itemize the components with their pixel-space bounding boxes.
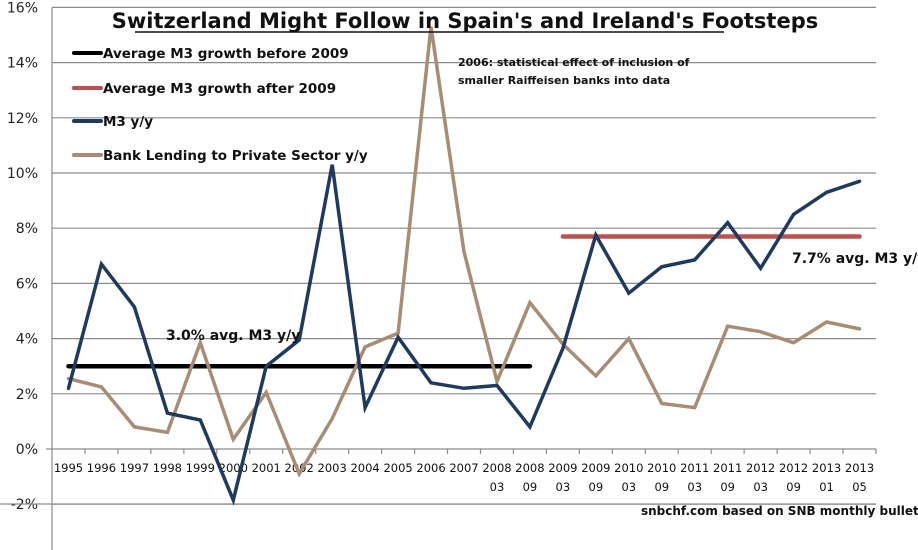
y-tick-label: -2%	[11, 497, 38, 513]
x-tick-label: 03	[621, 480, 636, 494]
series-line-bank-lending-to-private-sector-y-y	[66, 26, 862, 478]
y-tick-label: 14%	[7, 56, 38, 72]
x-tick-label: 2009	[548, 461, 577, 475]
x-tick-label: 2012	[779, 461, 808, 475]
axes	[0, 7, 877, 550]
y-axis-tick-labels: -2% 0% 2% 4% 6% 8% 10% 12% 14% 16%	[7, 0, 38, 513]
x-tick-label: 2004	[350, 461, 379, 475]
series-lines	[66, 26, 862, 506]
series-line-m3-y-y	[66, 164, 862, 506]
x-tick-label: 2011	[680, 461, 709, 475]
x-tick-label: 05	[852, 480, 867, 494]
x-tick-label: 2005	[383, 461, 412, 475]
x-tick-label: 1995	[54, 461, 83, 475]
x-tick-label: 2013	[845, 461, 874, 475]
legend-label: Average M3 growth after 2009	[103, 81, 336, 97]
x-tick-label: 1998	[153, 461, 182, 475]
x-tick-label: 2006	[416, 461, 445, 475]
x-tick-label: 03	[490, 480, 505, 494]
y-tick-label: 2%	[16, 387, 38, 403]
y-tick-label: 6%	[16, 276, 38, 292]
x-tick-label: 2011	[713, 461, 742, 475]
legend-label: Average M3 growth before 2009	[103, 46, 349, 62]
x-tick-label: 03	[687, 480, 702, 494]
legend: Average M3 growth before 2009 Average M3 …	[72, 46, 368, 164]
gridlines	[52, 6, 876, 505]
legend-label: M3 y/y	[103, 114, 153, 130]
annotation-2006-line2: smaller Raiffeisen banks into data	[458, 74, 670, 87]
x-tick-label: 2007	[449, 461, 478, 475]
y-tick-label: 12%	[7, 111, 38, 127]
x-tick-label: 2003	[318, 461, 347, 475]
x-tick-label: 2008	[515, 461, 544, 475]
annotation-avg-after: 7.7% avg. M3 y/y	[792, 251, 918, 267]
legend-label: Bank Lending to Private Sector y/y	[103, 148, 368, 164]
x-tick-label: 09	[720, 480, 735, 494]
x-tick-label: 09	[589, 480, 604, 494]
x-tick-label: 03	[556, 480, 571, 494]
x-tick-label: 09	[523, 480, 538, 494]
x-tick-label: 1997	[120, 461, 149, 475]
x-tick-label: 2010	[647, 461, 676, 475]
y-tick-label: 0%	[16, 442, 38, 458]
x-tick-label: 2013	[812, 461, 841, 475]
x-tick-label: 2012	[746, 461, 775, 475]
chart-title: Switzerland Might Follow in Spain's and …	[112, 9, 818, 33]
x-tick-label: 2001	[252, 461, 281, 475]
x-tick-label: 09	[786, 480, 801, 494]
x-axis-tick-labels: 1995 1996 1997 1998 1999 2000 2001 2002 2003 2004…	[54, 461, 874, 494]
y-tick-label: 8%	[16, 221, 38, 237]
x-tick-label: 1996	[87, 461, 116, 475]
annotation-2006-line1: 2006: statistical effect of inclusion of	[458, 56, 690, 69]
x-tick-label: 09	[654, 480, 669, 494]
y-tick-label: 16%	[7, 0, 38, 16]
x-tick-label: 03	[753, 480, 768, 494]
annotation-avg-before: 3.0% avg. M3 y/y	[166, 328, 300, 344]
x-tick-label: 2010	[614, 461, 643, 475]
x-tick-label: 01	[819, 480, 834, 494]
source-note: snbchf.com based on SNB monthly bulletin…	[641, 504, 918, 518]
y-tick-label: 4%	[16, 332, 38, 348]
y-tick-label: 10%	[7, 166, 38, 182]
x-tick-label: 1999	[186, 461, 215, 475]
x-tick-label: 2009	[581, 461, 610, 475]
x-tick-label: 2008	[482, 461, 511, 475]
